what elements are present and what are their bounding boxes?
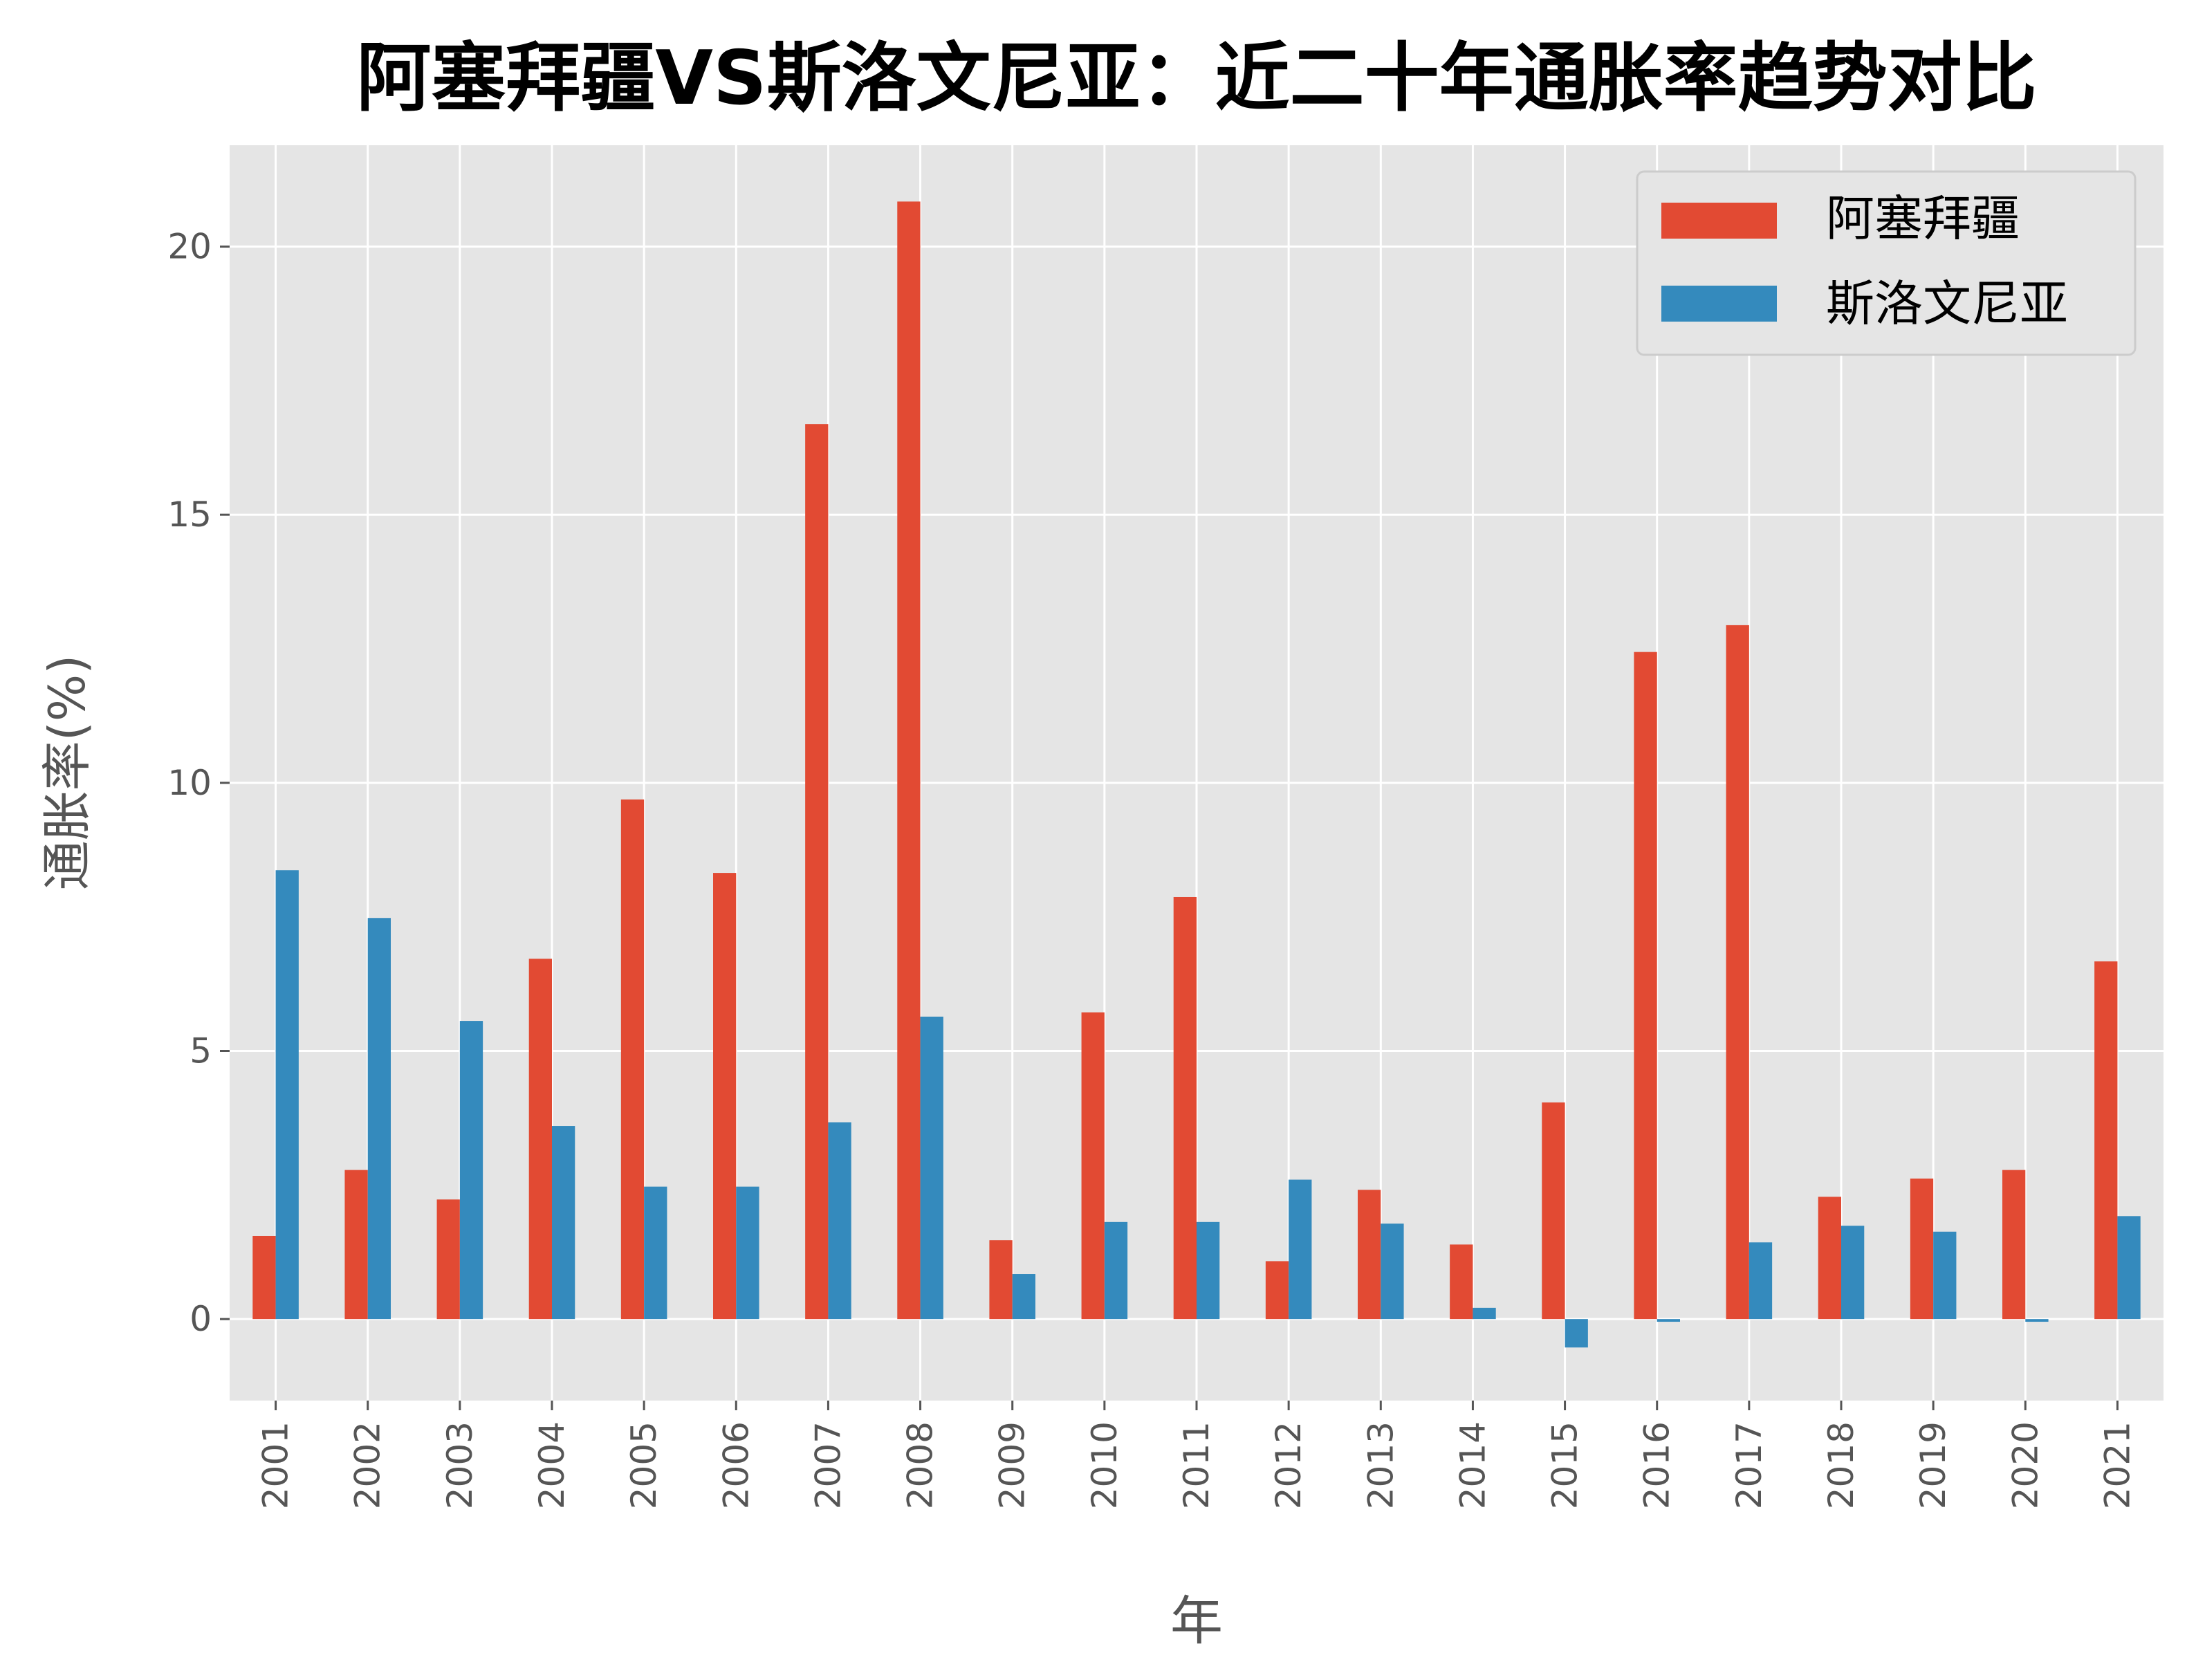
- bar-azerbaijan-2001: [252, 1235, 276, 1320]
- bar-slovenia-2010: [1104, 1221, 1128, 1320]
- bar-slovenia-2011: [1197, 1221, 1220, 1320]
- x-tick-label: 2013: [1360, 1421, 1401, 1509]
- x-tick-label: 2009: [993, 1421, 1033, 1509]
- bar-azerbaijan-2002: [344, 1170, 368, 1320]
- x-tick-label: 2019: [1913, 1421, 1953, 1509]
- bar-slovenia-2020: [2025, 1319, 2049, 1322]
- bar-azerbaijan-2017: [1726, 625, 1749, 1320]
- bar-slovenia-2019: [1933, 1231, 1957, 1320]
- x-tick-label: 2004: [532, 1421, 572, 1509]
- bar-azerbaijan-2016: [1634, 652, 1657, 1320]
- bar-slovenia-2017: [1749, 1242, 1773, 1320]
- y-tick-label: 20: [167, 227, 212, 267]
- legend-swatch-slovenia: [1661, 286, 1777, 322]
- bar-slovenia-2021: [2117, 1216, 2141, 1320]
- x-tick-label: 2008: [901, 1421, 941, 1509]
- legend-label-slovenia: 斯洛文尼亚: [1826, 275, 2068, 332]
- bar-azerbaijan-2012: [1265, 1261, 1289, 1320]
- bar-azerbaijan-2005: [620, 799, 645, 1320]
- bar-slovenia-2003: [459, 1021, 483, 1320]
- bar-slovenia-2005: [644, 1186, 667, 1320]
- bar-slovenia-2013: [1381, 1224, 1404, 1320]
- legend-swatch-azerbaijan: [1661, 203, 1777, 239]
- bar-slovenia-2008: [920, 1016, 943, 1320]
- x-tick-label: 2016: [1637, 1421, 1677, 1509]
- y-tick-label: 5: [190, 1031, 212, 1071]
- x-tick-label: 2014: [1452, 1421, 1493, 1509]
- x-tick-label: 2006: [716, 1421, 756, 1509]
- x-tick-label: 2003: [440, 1421, 480, 1509]
- bar-azerbaijan-2010: [1081, 1012, 1105, 1320]
- x-tick-label: 2007: [808, 1421, 848, 1509]
- y-tick-label: 10: [167, 763, 212, 803]
- ticks: 0 5 10 15 20 2001 2002 2003 2004 2005 2006 2007 2008…: [167, 227, 2137, 1510]
- bar-azerbaijan-2009: [989, 1240, 1013, 1320]
- bar-slovenia-2015: [1565, 1319, 1588, 1348]
- x-tick-label: 2020: [2005, 1421, 2045, 1509]
- bar-slovenia-2009: [1012, 1274, 1035, 1320]
- bar-azerbaijan-2015: [1542, 1102, 1565, 1320]
- bar-azerbaijan-2004: [528, 959, 552, 1320]
- bar-azerbaijan-2020: [2002, 1170, 2026, 1320]
- y-tick-label: 0: [190, 1299, 212, 1339]
- bar-slovenia-2006: [736, 1186, 759, 1320]
- legend: 阿塞拜疆 斯洛文尼亚: [1636, 170, 2137, 356]
- bar-slovenia-2002: [367, 918, 391, 1320]
- bar-azerbaijan-2007: [805, 424, 829, 1320]
- bar-azerbaijan-2019: [1910, 1179, 1934, 1320]
- bars: [252, 201, 2141, 1348]
- x-tick-label: 2005: [624, 1421, 664, 1509]
- bar-azerbaijan-2014: [1450, 1244, 1473, 1320]
- chart-title: 阿塞拜疆VS斯洛文尼亚：近二十年通胀率趋势对比: [356, 35, 2036, 122]
- x-tick-label: 2001: [256, 1421, 296, 1509]
- bar-slovenia-2012: [1289, 1179, 1312, 1320]
- bar-slovenia-2001: [275, 870, 299, 1320]
- bar-azerbaijan-2003: [436, 1199, 460, 1320]
- bar-azerbaijan-2021: [2094, 961, 2118, 1320]
- bar-azerbaijan-2018: [1818, 1197, 1841, 1320]
- x-tick-label: 2015: [1545, 1421, 1585, 1509]
- legend-label-azerbaijan: 阿塞拜疆: [1826, 190, 2020, 247]
- bar-azerbaijan-2008: [897, 201, 921, 1320]
- x-tick-label: 2011: [1177, 1421, 1217, 1509]
- x-tick-label: 2010: [1085, 1421, 1125, 1509]
- bar-slovenia-2004: [552, 1126, 575, 1320]
- bar-slovenia-2016: [1657, 1319, 1680, 1322]
- bar-slovenia-2007: [828, 1122, 851, 1320]
- bar-slovenia-2014: [1473, 1307, 1496, 1320]
- y-axis-label: 通胀率(%): [38, 655, 96, 891]
- x-axis-label: 年: [1170, 1590, 1223, 1652]
- x-tick-label: 2002: [348, 1421, 388, 1509]
- x-tick-label: 2012: [1268, 1421, 1309, 1509]
- bar-azerbaijan-2006: [713, 873, 737, 1320]
- x-tick-label: 2017: [1729, 1421, 1769, 1509]
- bar-slovenia-2018: [1841, 1226, 1865, 1320]
- y-tick-label: 15: [167, 495, 212, 535]
- x-tick-label: 2021: [2097, 1421, 2137, 1509]
- bar-azerbaijan-2013: [1358, 1190, 1381, 1320]
- bar-azerbaijan-2011: [1173, 896, 1197, 1320]
- x-tick-label: 2018: [1821, 1421, 1861, 1509]
